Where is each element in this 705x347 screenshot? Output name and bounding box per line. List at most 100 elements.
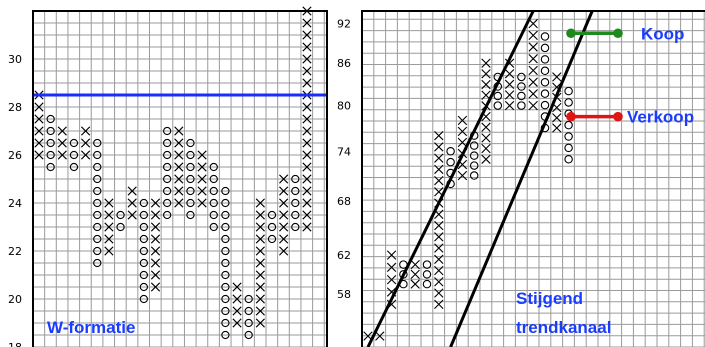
- o-box: [540, 43, 550, 53]
- x-box: [150, 246, 161, 256]
- o-box: [267, 222, 277, 232]
- o-box: [139, 282, 148, 292]
- x-box: [386, 274, 397, 285]
- trend-channel-lines: [366, 10, 594, 347]
- x-box: [481, 143, 491, 154]
- signal-dot: [613, 111, 623, 122]
- o-box: [186, 198, 195, 208]
- x-box: [150, 222, 161, 232]
- x-box: [279, 234, 289, 244]
- x-box: [434, 130, 444, 141]
- o-box: [209, 222, 218, 232]
- o-box: [469, 161, 479, 170]
- x-box: [434, 142, 444, 152]
- trend-channel-chart: 58 62 68 74 80 86 92 Koop Verkoop Stijgend trend…: [337, 10, 705, 347]
- x-box: [302, 114, 312, 124]
- o-box: [162, 198, 172, 208]
- x-box: [302, 18, 312, 28]
- o-box: [469, 151, 479, 160]
- o-box: [291, 210, 300, 220]
- o-box: [93, 162, 102, 172]
- buy-signal: Koop: [566, 24, 684, 43]
- x-box: [457, 170, 468, 181]
- x-box: [279, 222, 289, 232]
- o-box: [221, 186, 230, 196]
- o-box: [186, 210, 195, 220]
- x-box: [481, 69, 491, 79]
- o-box: [93, 198, 102, 208]
- x-box: [302, 198, 312, 208]
- o-box: [221, 318, 230, 328]
- x-box: [386, 250, 397, 260]
- y-tick-label: 18: [8, 341, 22, 347]
- x-box: [302, 138, 312, 148]
- o-box: [564, 98, 573, 107]
- o-box: [93, 222, 102, 232]
- x-box: [232, 294, 242, 304]
- x-box: [255, 294, 265, 304]
- o-box: [139, 270, 148, 280]
- w-formation-label: W-formatie: [47, 318, 135, 337]
- x-box: [302, 150, 312, 160]
- x-box: [302, 42, 312, 52]
- x-box: [504, 79, 515, 90]
- w-formation-chart: 18 20 22 24 26 28 30 W-formatie: [8, 6, 328, 347]
- x-box: [302, 30, 312, 40]
- x-box: [255, 306, 265, 316]
- x-box: [127, 210, 137, 220]
- x-box: [81, 126, 91, 136]
- o-box: [209, 210, 218, 220]
- x-box: [481, 58, 491, 68]
- x-box: [457, 115, 468, 126]
- o-box: [469, 141, 479, 150]
- x-box: [150, 270, 161, 280]
- o-box: [46, 162, 55, 172]
- x-box: [34, 150, 44, 160]
- x-box: [481, 122, 491, 132]
- o-box: [69, 138, 79, 148]
- x-box: [302, 210, 312, 220]
- x-box: [255, 246, 265, 256]
- x-box: [104, 246, 114, 256]
- x-box: [434, 288, 444, 298]
- x-box: [150, 198, 161, 208]
- o-box: [221, 306, 230, 316]
- o-box: [422, 279, 432, 289]
- o-box: [540, 100, 550, 110]
- x-box: [255, 282, 265, 292]
- o-box: [422, 270, 432, 279]
- x-box: [232, 282, 242, 292]
- o-box: [244, 294, 253, 304]
- x-box: [104, 210, 114, 220]
- x-box: [150, 234, 161, 244]
- o-box: [540, 32, 550, 41]
- x-box: [302, 126, 312, 136]
- x-box: [552, 113, 562, 123]
- x-box: [410, 279, 420, 289]
- y-tick-label: 62: [337, 249, 351, 262]
- o-box: [291, 186, 300, 196]
- o-box: [46, 150, 55, 160]
- x-box: [528, 30, 538, 41]
- signal-dot: [613, 28, 623, 39]
- signal-label: Koop: [641, 24, 684, 43]
- y-tick-label: 30: [8, 53, 22, 66]
- x-box: [457, 126, 468, 137]
- trend-channel-frame: [361, 10, 705, 347]
- x-box: [434, 153, 444, 163]
- w-formation-frame: [32, 10, 328, 347]
- o-box: [564, 86, 573, 96]
- o-box: [564, 155, 573, 164]
- x-box: [434, 243, 444, 253]
- o-box: [221, 234, 230, 244]
- x-box: [434, 299, 444, 310]
- x-box: [197, 198, 207, 208]
- o-box: [221, 282, 230, 292]
- o-box: [93, 174, 102, 184]
- x-box: [302, 54, 312, 64]
- o-box: [422, 260, 432, 269]
- x-box: [279, 246, 289, 256]
- x-box: [528, 65, 538, 76]
- x-box: [174, 174, 184, 184]
